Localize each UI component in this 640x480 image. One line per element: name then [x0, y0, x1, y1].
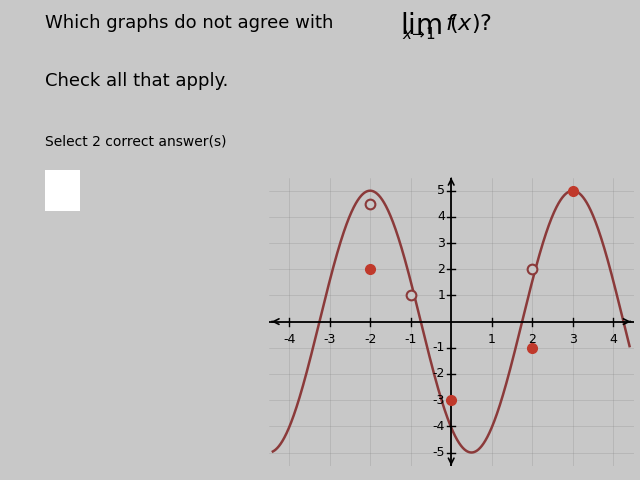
Text: Which graphs do not agree with: Which graphs do not agree with	[45, 14, 339, 33]
Text: -4: -4	[283, 334, 295, 347]
Text: -2: -2	[433, 368, 445, 381]
Text: -4: -4	[433, 420, 445, 433]
Text: -1: -1	[433, 341, 445, 354]
Text: -3: -3	[323, 334, 336, 347]
Text: $x\!\rightarrow\!1$: $x\!\rightarrow\!1$	[402, 26, 435, 42]
Text: 2: 2	[437, 263, 445, 276]
Text: -3: -3	[433, 394, 445, 407]
Text: $f\!\left(x\right)$?: $f\!\left(x\right)$?	[445, 12, 492, 35]
Text: 3: 3	[437, 237, 445, 250]
Text: 1: 1	[488, 334, 495, 347]
Text: 4: 4	[609, 334, 617, 347]
Text: -1: -1	[404, 334, 417, 347]
Text: -2: -2	[364, 334, 376, 347]
Text: Select 2 correct answer(s): Select 2 correct answer(s)	[45, 134, 227, 148]
Text: -5: -5	[433, 446, 445, 459]
Text: Check all that apply.: Check all that apply.	[45, 72, 228, 90]
Text: $\lim$: $\lim$	[400, 12, 442, 40]
Text: 1: 1	[437, 289, 445, 302]
Text: 3: 3	[569, 334, 577, 347]
Text: 4: 4	[437, 210, 445, 223]
Text: 2: 2	[529, 334, 536, 347]
FancyBboxPatch shape	[43, 168, 82, 213]
Text: 5: 5	[437, 184, 445, 197]
